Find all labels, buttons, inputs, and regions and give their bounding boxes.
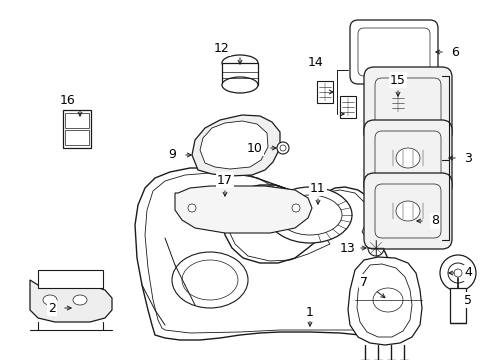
Ellipse shape [439,255,475,291]
Text: 15: 15 [389,73,405,86]
Ellipse shape [367,240,383,256]
Text: 8: 8 [430,215,438,228]
Bar [389,92,405,114]
Polygon shape [402,210,434,233]
Polygon shape [192,115,280,176]
Text: 6: 6 [450,45,458,58]
Ellipse shape [412,216,422,226]
Bar [63,110,91,148]
Text: 13: 13 [340,242,355,255]
Ellipse shape [395,201,419,221]
Polygon shape [347,257,421,345]
Text: 5: 5 [463,293,471,306]
FancyBboxPatch shape [363,120,451,196]
Ellipse shape [447,263,467,283]
Text: 14: 14 [307,55,323,68]
Ellipse shape [43,295,57,305]
Text: 17: 17 [217,174,232,186]
Text: 4: 4 [463,266,471,279]
FancyBboxPatch shape [363,67,451,143]
Bar [222,63,258,85]
Polygon shape [200,121,267,169]
Text: 7: 7 [359,275,367,288]
Ellipse shape [267,187,351,243]
Ellipse shape [73,295,87,305]
Bar [38,270,103,288]
Polygon shape [175,186,311,233]
Bar [65,130,89,145]
Text: 11: 11 [309,181,325,194]
Bar [339,96,355,118]
Bar [65,113,89,128]
Ellipse shape [182,260,238,300]
Text: 1: 1 [305,306,313,320]
FancyBboxPatch shape [363,173,451,249]
Ellipse shape [291,204,299,212]
Text: 10: 10 [246,141,263,154]
Text: 3: 3 [463,152,471,165]
Text: 12: 12 [214,41,229,54]
Ellipse shape [276,142,288,154]
Bar [316,81,332,103]
FancyBboxPatch shape [349,20,437,84]
Polygon shape [30,280,112,322]
Text: 16: 16 [60,94,76,107]
Ellipse shape [453,269,461,277]
Ellipse shape [172,252,247,308]
Polygon shape [135,168,394,340]
Ellipse shape [222,55,258,71]
Ellipse shape [278,195,341,235]
Text: 2: 2 [48,302,56,315]
Ellipse shape [395,148,419,168]
Bar [449,288,465,323]
Text: 9: 9 [168,148,176,162]
Ellipse shape [222,77,258,93]
Ellipse shape [280,145,285,151]
Ellipse shape [187,204,196,212]
